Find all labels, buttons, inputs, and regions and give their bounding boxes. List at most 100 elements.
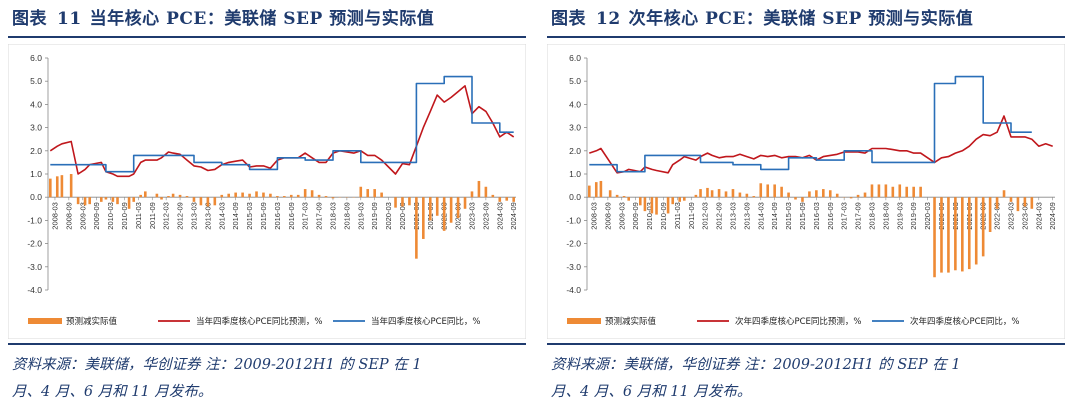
bar	[599, 180, 603, 198]
x-tick-label: 2010-09	[120, 202, 129, 230]
title-rule	[547, 36, 1065, 38]
bar	[699, 189, 702, 198]
x-tick-label: 2014-03	[217, 202, 226, 230]
actual-line	[50, 75, 514, 173]
bar	[828, 190, 832, 198]
bar	[738, 192, 742, 198]
y-tick-label: 5.0	[569, 76, 581, 86]
figure-label: 图表	[12, 9, 47, 29]
source-note-line-1: 资料来源：美联储，华创证券 注：2009-2012H1 的 SEP 在 1	[12, 357, 422, 373]
bar	[255, 191, 258, 198]
x-tick-label: 2014-03	[756, 202, 765, 230]
y-tick-label: 4.0	[569, 99, 581, 109]
legend-label: 当年四季度核心PCE同比，%	[371, 316, 481, 327]
bar	[759, 183, 763, 198]
bar	[752, 196, 756, 198]
bar	[655, 197, 658, 215]
legend-swatch-bar	[28, 318, 62, 324]
bar	[588, 185, 591, 198]
bar	[905, 186, 909, 198]
plot-frame	[8, 44, 526, 339]
bar	[731, 189, 735, 198]
bar	[967, 197, 971, 270]
bar	[683, 197, 686, 201]
bar	[1002, 190, 1006, 198]
y-tick-label: 2.0	[30, 146, 42, 156]
bar	[428, 197, 432, 221]
bar	[171, 193, 175, 198]
x-tick-label: 2017-03	[840, 202, 849, 230]
x-tick-label: 2008-09	[64, 202, 73, 230]
bar	[456, 197, 460, 219]
bar	[615, 194, 619, 198]
bar	[835, 193, 839, 198]
y-tick-label: -3.0	[566, 262, 581, 272]
x-tick-label: 2010-09	[659, 202, 668, 230]
bar	[415, 197, 418, 259]
bar	[512, 197, 515, 202]
x-tick-label: 2013-03	[728, 202, 737, 230]
figure-number: 12	[596, 9, 621, 29]
bar	[801, 197, 804, 202]
x-tick-label: 2009-09	[92, 202, 101, 230]
source-rule	[8, 343, 526, 345]
x-tick-label: 2015-09	[798, 202, 807, 230]
bar	[227, 193, 231, 198]
bar	[671, 197, 675, 205]
bar	[491, 194, 495, 198]
bar	[773, 184, 776, 198]
figure-label: 图表	[551, 9, 586, 29]
bar	[408, 197, 411, 206]
x-tick-label: 2019-03	[895, 202, 904, 230]
bar	[192, 197, 196, 202]
y-tick-label: -2.0	[27, 239, 42, 249]
x-tick-label: 2017-09	[315, 202, 324, 230]
bar	[394, 197, 397, 208]
source-note: 资料来源：美联储，华创证券 注：2009-2012H1 的 SEP 在 1 月、…	[12, 352, 524, 406]
legend-label: 预测减实际值	[66, 316, 118, 327]
chart-next-year-core-pce: 6.0 5.0 4.0 3.0 2.0 1.0 0.0 -1.0 -2.0 -3.0 -4.0 200…	[547, 44, 1065, 339]
bar	[69, 174, 73, 198]
bar	[666, 197, 670, 214]
bar	[283, 196, 286, 198]
bar	[155, 193, 159, 198]
bar	[498, 197, 502, 202]
bar	[139, 194, 142, 198]
x-tick-label: 2019-03	[356, 202, 365, 230]
figure-title: 图表 12 次年核心 PCE：美联储 SEP 预测与实际值	[551, 4, 973, 29]
bar	[99, 197, 103, 202]
bar	[1030, 197, 1034, 209]
x-tick-label: 2013-03	[189, 202, 198, 230]
bar	[694, 194, 698, 198]
bar	[863, 192, 867, 198]
bar	[898, 184, 902, 198]
y-tick-label: -1.0	[566, 215, 581, 225]
bar	[622, 196, 626, 198]
bar	[919, 186, 922, 198]
bar	[127, 197, 131, 209]
bar	[766, 184, 770, 198]
bar	[248, 193, 251, 198]
bar	[269, 193, 272, 198]
bar	[373, 189, 376, 198]
bar	[1016, 197, 1020, 212]
x-tick-label: 2024-03	[495, 202, 504, 230]
bar	[1023, 197, 1027, 207]
y-tick-label: 1.0	[569, 169, 581, 179]
bar	[366, 189, 370, 198]
bar	[206, 197, 210, 207]
y-tick-label: 6.0	[569, 53, 581, 63]
y-tick-label: -4.0	[566, 285, 581, 295]
bar	[678, 197, 681, 202]
bar	[449, 197, 453, 223]
bar	[463, 197, 467, 209]
bar	[60, 175, 64, 198]
bar	[178, 194, 182, 198]
bar	[160, 197, 163, 200]
x-tick-label: 2011-09	[148, 202, 157, 229]
x-tick-label: 2012-09	[176, 202, 185, 230]
bar	[380, 192, 383, 198]
y-tick-label: 3.0	[30, 123, 42, 133]
bar	[234, 192, 237, 198]
legend-label: 当年四季度核心PCE同比预测，%	[196, 316, 323, 327]
